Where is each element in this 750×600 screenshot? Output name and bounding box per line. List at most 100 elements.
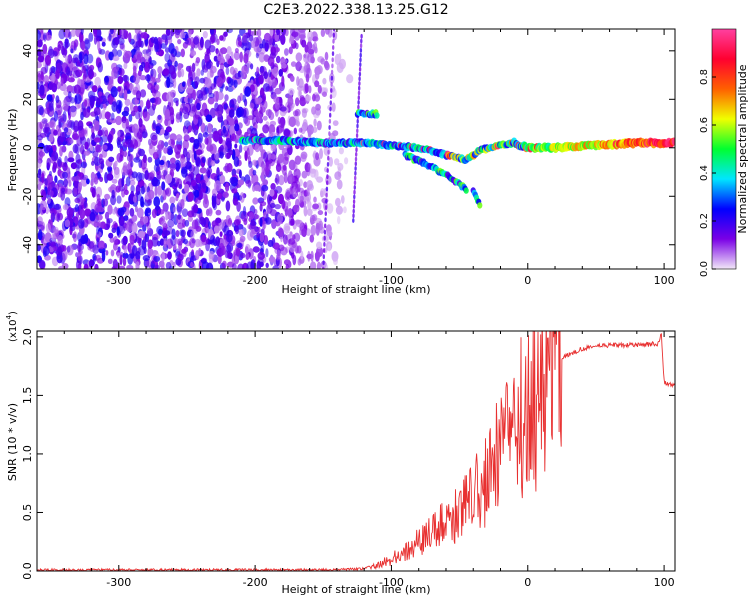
noise-speckle <box>133 105 139 113</box>
noise-speckle <box>353 180 357 186</box>
noise-speckle <box>330 82 333 87</box>
spectrogram-y-tick-label: 20 <box>21 92 34 106</box>
noise-speckle <box>55 95 60 104</box>
noise-speckle <box>116 49 123 57</box>
noise-speckle <box>52 161 58 170</box>
noise-speckle <box>352 199 356 205</box>
noise-speckle <box>70 29 77 37</box>
noise-speckle <box>159 159 165 166</box>
noise-speckle <box>120 206 127 213</box>
noise-speckle <box>149 60 157 66</box>
signal-point <box>671 137 675 146</box>
noise-speckle <box>170 212 175 221</box>
noise-speckle <box>216 38 220 45</box>
noise-speckle <box>124 50 132 59</box>
noise-speckle <box>73 84 81 94</box>
noise-speckle <box>129 102 134 112</box>
noise-speckle <box>135 261 140 269</box>
noise-speckle <box>337 216 341 225</box>
noise-speckle <box>77 263 82 269</box>
noise-speckle <box>117 130 121 139</box>
noise-speckle <box>87 66 93 78</box>
noise-speckle <box>288 208 293 217</box>
noise-speckle <box>244 117 251 127</box>
noise-speckle <box>153 256 161 262</box>
noise-speckle <box>261 184 269 192</box>
noise-speckle <box>316 261 321 269</box>
noise-speckle <box>119 156 123 162</box>
noise-speckle <box>234 138 238 144</box>
noise-speckle <box>312 214 318 222</box>
noise-speckle <box>160 264 165 269</box>
noise-speckle <box>199 216 206 225</box>
noise-speckle <box>165 212 169 221</box>
noise-speckle <box>191 123 197 133</box>
noise-speckle <box>263 166 270 178</box>
noise-speckle <box>140 158 147 170</box>
noise-speckle <box>307 183 314 191</box>
noise-speckle <box>262 221 266 231</box>
noise-speckle <box>128 168 133 175</box>
noise-speckle <box>136 90 141 101</box>
noise-speckle <box>193 36 200 45</box>
snr-series-line <box>37 331 675 571</box>
noise-speckle <box>114 37 120 46</box>
noise-speckle <box>121 237 128 246</box>
noise-speckle <box>204 194 208 205</box>
noise-speckle <box>219 231 223 238</box>
noise-speckle <box>284 191 292 201</box>
noise-speckle <box>122 252 129 259</box>
noise-speckle <box>83 39 91 50</box>
noise-speckle <box>131 123 139 134</box>
noise-speckle <box>234 48 239 53</box>
noise-speckle <box>190 50 197 57</box>
noise-speckle <box>301 39 307 48</box>
noise-speckle <box>88 241 95 249</box>
noise-speckle <box>307 129 312 138</box>
noise-speckle <box>116 226 120 236</box>
noise-speckle <box>110 86 118 98</box>
noise-speckle <box>88 32 94 42</box>
noise-speckle <box>137 230 145 239</box>
noise-speckle <box>293 127 297 135</box>
noise-speckle <box>119 254 123 266</box>
noise-speckle <box>325 186 329 192</box>
noise-speckle <box>141 61 146 69</box>
noise-speckle <box>278 69 283 77</box>
noise-speckle <box>142 255 150 262</box>
noise-speckle <box>181 166 188 178</box>
noise-speckle <box>37 216 43 224</box>
noise-speckle <box>40 200 47 211</box>
noise-speckle <box>62 250 68 261</box>
noise-speckle <box>194 198 201 205</box>
noise-speckle <box>206 262 214 269</box>
noise-speckle <box>216 192 223 200</box>
noise-speckle <box>41 189 47 202</box>
noise-speckle <box>288 46 293 55</box>
noise-speckle <box>216 76 224 88</box>
noise-speckle <box>259 43 264 49</box>
noise-speckle <box>175 162 180 172</box>
noise-speckle <box>309 234 315 243</box>
noise-speckle <box>176 193 180 199</box>
noise-speckle <box>172 206 177 213</box>
noise-speckle <box>107 258 113 264</box>
noise-speckle <box>238 144 243 153</box>
colorbar-tick-label: 0.0 <box>699 261 710 277</box>
noise-speckle <box>288 88 295 96</box>
noise-speckle <box>237 95 242 104</box>
noise-speckle <box>94 137 101 143</box>
noise-speckle <box>161 220 167 227</box>
noise-speckle <box>123 89 128 101</box>
snr-x-tick-label: 0 <box>524 576 531 589</box>
noise-speckle <box>339 58 346 70</box>
noise-speckle <box>355 147 358 153</box>
noise-speckle <box>138 148 145 157</box>
noise-speckle <box>49 170 52 177</box>
noise-speckle <box>324 217 327 223</box>
noise-speckle <box>104 75 109 83</box>
spectrogram-y-label: Frequency (Hz) <box>6 109 19 192</box>
noise-speckle <box>192 89 197 101</box>
noise-speckle <box>62 103 69 111</box>
noise-speckle <box>147 198 152 206</box>
